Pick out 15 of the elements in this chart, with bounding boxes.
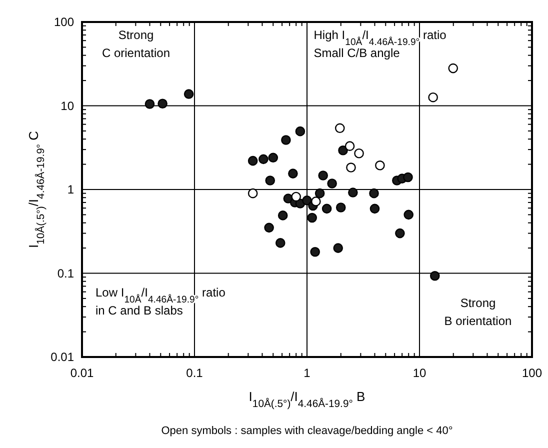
text: Open symbols : samples with cleavage/bedding angle < 40° — [161, 425, 453, 437]
y-tick-label: 1 — [67, 182, 74, 196]
annotation: Strong B orientation — [444, 296, 512, 328]
x-tick-label: 10 — [412, 366, 426, 380]
x-tick-label: 1 — [304, 366, 311, 380]
y-tick-label: 100 — [54, 15, 74, 29]
annotation: Strong C orientation — [102, 28, 170, 60]
x-tick-label: 100 — [522, 366, 542, 380]
y-tick-label: 0.01 — [50, 350, 74, 364]
y-tick-label: 10 — [60, 98, 74, 113]
x-tick-label: 0.1 — [186, 366, 204, 380]
x-axis-title: I$_{10Å(.5°)}$/I$_{4.46Å-19.9°}$ B — [248, 389, 366, 410]
text: High I$_{10Å}$/I$_{4.46Å-19.9°}$ ratio Small C/B angle — [314, 28, 446, 60]
y-tick-label: 0.1 — [57, 266, 74, 280]
x-tick-label: 0.01 — [70, 366, 94, 380]
